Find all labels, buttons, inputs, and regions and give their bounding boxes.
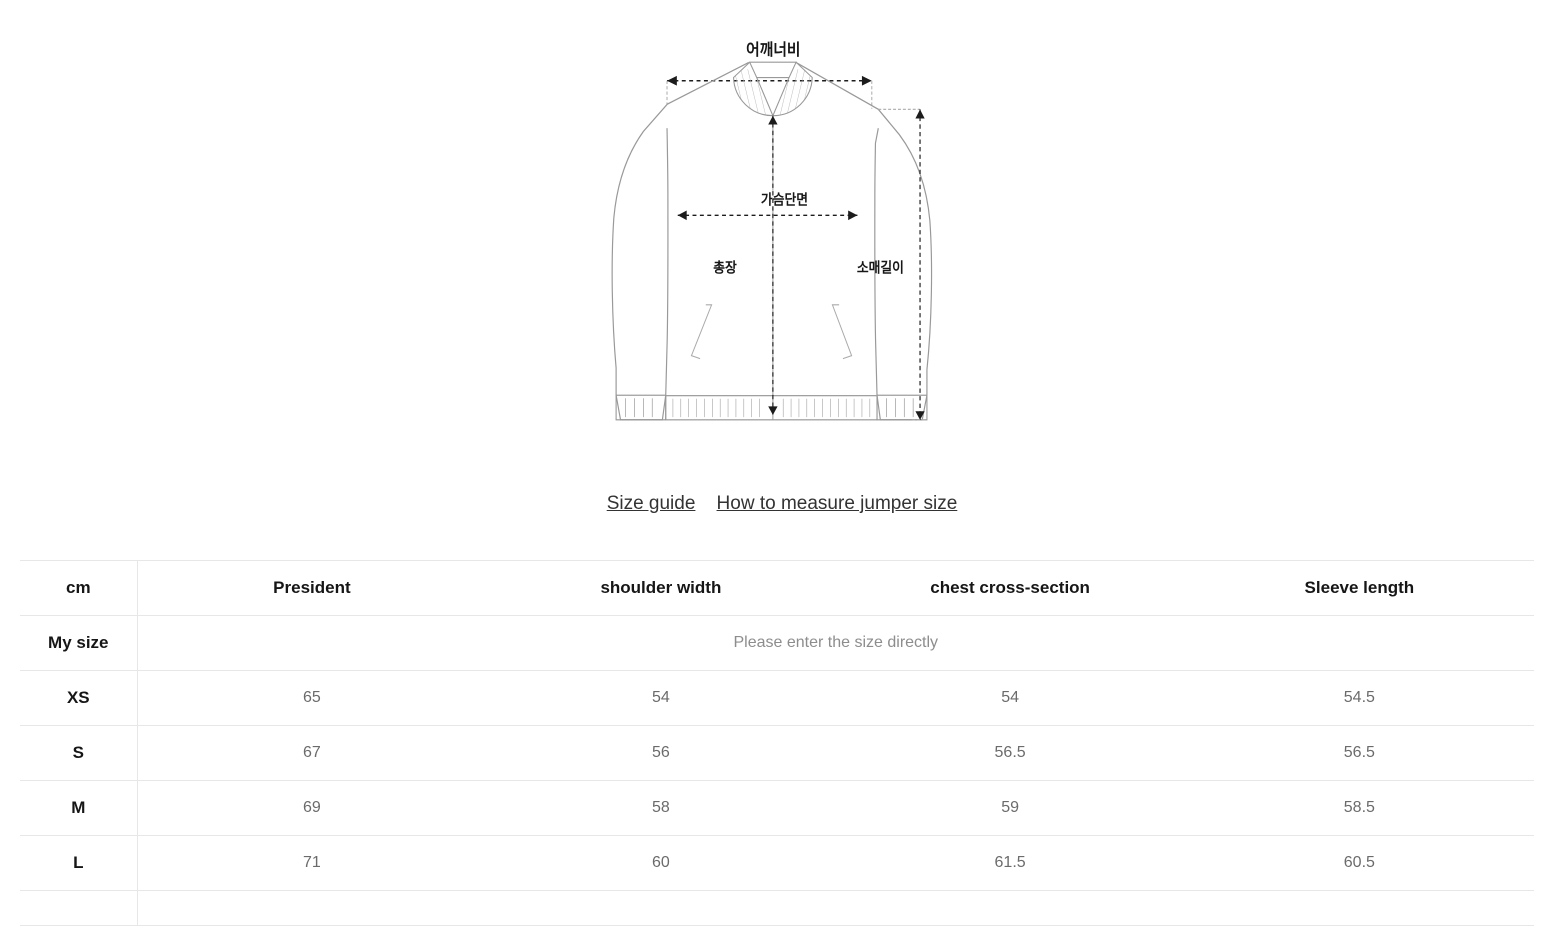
svg-text:총장: 총장 xyxy=(713,259,737,276)
svg-text:가슴단면: 가슴단면 xyxy=(761,191,808,208)
svg-text:소매길이: 소매길이 xyxy=(857,259,904,276)
svg-text:어깨너비: 어깨너비 xyxy=(746,40,800,59)
